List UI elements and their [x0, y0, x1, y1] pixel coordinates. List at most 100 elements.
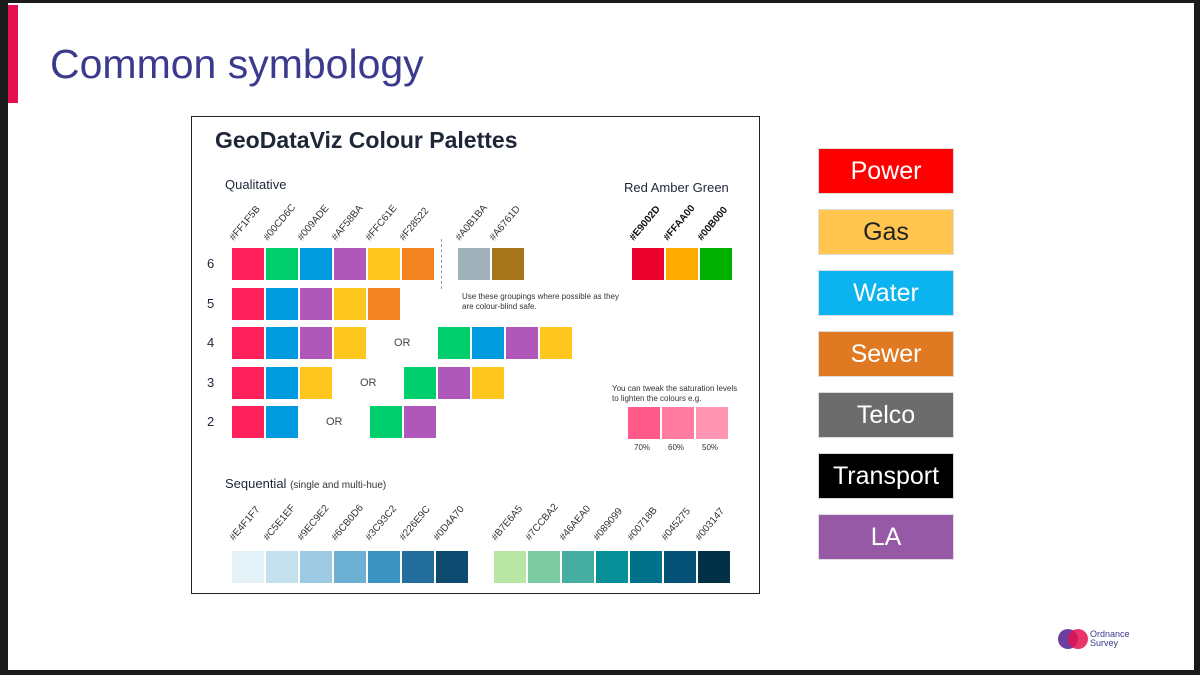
legend-item-la: LA [818, 514, 954, 560]
row-label: 2 [207, 414, 215, 429]
saturation-swatch [628, 407, 660, 439]
or-label: OR [360, 377, 377, 389]
legend-item-transport: Transport [818, 453, 954, 499]
seq-swatch [232, 551, 264, 583]
hex-label: #A0B1BA [453, 202, 490, 243]
ordnance-survey-logo: Ordnance Survey [1058, 627, 1148, 651]
seq-swatch [494, 551, 526, 583]
swatch [506, 327, 538, 359]
hex-label: #F28522 [397, 205, 432, 243]
swatch [492, 248, 524, 280]
saturation-pct: 60% [668, 443, 685, 452]
hex-label: #0D4A70 [431, 503, 467, 543]
seq-swatch [562, 551, 594, 583]
palette-title: GeoDataViz Colour Palettes [215, 127, 518, 153]
hex-label: #B7E6A5 [489, 503, 526, 543]
swatch [232, 327, 264, 359]
seq-swatch [596, 551, 628, 583]
hex-label: #00718B [625, 505, 660, 543]
hex-label: #A6761D [487, 203, 523, 243]
saturation-pct: 70% [634, 443, 651, 452]
hex-label: #045275 [659, 506, 694, 543]
swatch [472, 367, 504, 399]
swatch [438, 327, 470, 359]
seq-swatch [334, 551, 366, 583]
sequential-sub: (single and multi-hue) [290, 480, 387, 491]
swatch [334, 327, 366, 359]
row-label: 6 [207, 256, 215, 271]
seq-swatch [664, 551, 696, 583]
hex-label: #FFC61E [363, 203, 400, 243]
legend-item-power: Power [818, 148, 954, 194]
swatch [232, 406, 264, 438]
hex-label: #AF58BA [329, 203, 366, 243]
row-label: 4 [207, 335, 215, 350]
swatch [266, 367, 298, 399]
swatch [368, 248, 400, 280]
row-label: 3 [207, 375, 215, 390]
swatch [370, 406, 402, 438]
rag-swatch [632, 248, 664, 280]
hex-label: #C5E1EF [261, 502, 298, 543]
rag-swatch [666, 248, 698, 280]
swatch [540, 327, 572, 359]
seq-swatch [368, 551, 400, 583]
logo-line2: Survey [1090, 638, 1119, 648]
seq-swatch [402, 551, 434, 583]
swatch [266, 288, 298, 320]
seq-swatch [528, 551, 560, 583]
logo-mark-icon-2 [1068, 629, 1088, 649]
legend-item-sewer: Sewer [818, 331, 954, 377]
colourblind-note: Use these groupings where possible as th… [462, 292, 619, 311]
divider [441, 239, 442, 289]
swatch [266, 327, 298, 359]
rag-swatch [700, 248, 732, 280]
accent-bar [8, 5, 18, 103]
swatch [232, 367, 264, 399]
seq-swatch [300, 551, 332, 583]
sequential-heading: Sequential (single and multi-hue) [225, 476, 386, 491]
swatch [232, 288, 264, 320]
logo-text: Ordnance Survey [1090, 630, 1130, 648]
logo-line1: Ordnance [1090, 629, 1130, 639]
hex-label: #00CD6C [261, 202, 299, 243]
sequential-label: Sequential [225, 476, 287, 491]
seq-swatch [266, 551, 298, 583]
saturation-note: You can tweak the saturation levels to l… [612, 384, 738, 403]
hex-label: #7CCBA2 [523, 501, 561, 543]
swatch [334, 288, 366, 320]
rag-heading: Red Amber Green [624, 180, 729, 195]
hex-label: #FFAA00 [661, 203, 698, 243]
swatch [300, 327, 332, 359]
swatch [266, 248, 298, 280]
seq-swatch [436, 551, 468, 583]
slide: Common symbology GeoDataViz Colour Palet… [8, 3, 1194, 670]
swatch [404, 367, 436, 399]
hex-label: #E4F1F7 [227, 504, 263, 543]
swatch [438, 367, 470, 399]
hex-label: #FF1F5B [227, 203, 263, 243]
swatch [266, 406, 298, 438]
swatch [472, 327, 504, 359]
or-label: OR [394, 337, 411, 349]
saturation-swatch [696, 407, 728, 439]
legend-item-telco: Telco [818, 392, 954, 438]
hex-label: #46AEA0 [557, 503, 594, 543]
swatch [334, 248, 366, 280]
saturation-pct: 50% [702, 443, 719, 452]
or-label: OR [326, 416, 343, 428]
swatch [402, 248, 434, 280]
saturation-swatch [662, 407, 694, 439]
hex-label: #226E9C [397, 503, 433, 543]
legend-item-gas: Gas [818, 209, 954, 255]
hex-label: #00B000 [695, 204, 731, 243]
hex-label: #9EC9E2 [295, 503, 332, 543]
swatch [458, 248, 490, 280]
seq-swatch [698, 551, 730, 583]
hex-label: #E9002D [627, 203, 663, 243]
slide-title: Common symbology [50, 41, 424, 87]
legend-item-water: Water [818, 270, 954, 316]
row-label: 5 [207, 296, 215, 311]
swatch [232, 248, 264, 280]
swatch [300, 248, 332, 280]
